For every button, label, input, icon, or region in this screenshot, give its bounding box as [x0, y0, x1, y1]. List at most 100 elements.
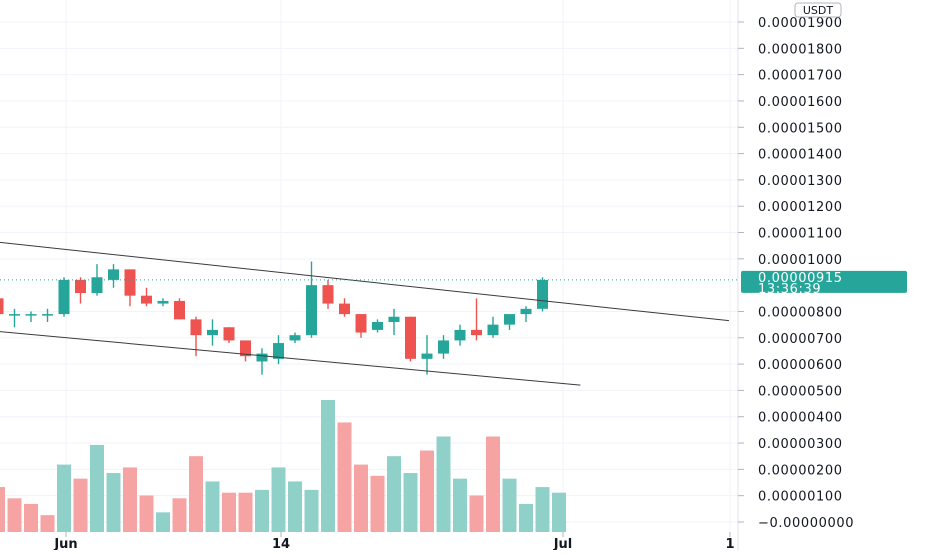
volume-bar	[403, 473, 418, 532]
candle-body	[9, 314, 20, 316]
candle-body	[520, 308, 532, 315]
time-tick-label: 1	[725, 537, 734, 550]
candle-body	[405, 316, 416, 359]
trendlines[interactable]	[0, 240, 730, 386]
price-tick-label: 0.00001100	[758, 227, 843, 242]
volume-bar	[420, 450, 434, 532]
candle	[256, 348, 268, 375]
currency-label: USDT	[803, 4, 834, 17]
candle	[438, 335, 449, 359]
candle-body	[25, 314, 37, 316]
volume-bar	[535, 487, 550, 532]
candle	[207, 319, 218, 346]
price-tick-label: 0.00000100	[758, 490, 843, 505]
volume-bar	[387, 456, 401, 532]
candle-body	[240, 340, 251, 357]
price-tick-label: 0.00001500	[758, 121, 843, 136]
candle	[0, 298, 4, 315]
price-axis[interactable]: 0.00001900 0.00001800 0.00001700 0.00001600…	[737, 0, 932, 550]
candle	[289, 332, 301, 344]
candle-body	[504, 314, 515, 325]
price-tick-label: 0.00001600	[758, 95, 843, 110]
price-tick-label: 0.00000800	[758, 305, 843, 320]
time-tick-label: Jun	[53, 537, 77, 550]
candle-body	[157, 300, 169, 304]
candle-body	[372, 322, 383, 330]
candle-body	[91, 277, 103, 294]
volume-bar	[370, 475, 385, 532]
price-axis-labels: 0.00001900 0.00001800 0.00001700 0.00001600…	[738, 16, 853, 531]
candle-body	[75, 279, 86, 294]
time-tick-label: 14	[272, 537, 290, 550]
volume-bar	[205, 481, 220, 532]
candle	[487, 316, 499, 338]
price-tick-label: 0.00001400	[758, 148, 843, 163]
candle-body	[256, 353, 268, 362]
volume-bar	[321, 400, 335, 532]
price-tick-label: 0.00000300	[758, 437, 843, 452]
candle	[372, 319, 383, 333]
candle	[273, 335, 284, 365]
volume-bar	[288, 481, 302, 532]
price-tick-label: 0.00000200	[758, 463, 843, 478]
candle-body	[421, 353, 433, 359]
time-axis[interactable]: Jun 14 Jul 1	[53, 532, 735, 552]
candle	[240, 340, 251, 362]
volume-bar	[40, 515, 55, 532]
volume-bar	[90, 444, 104, 532]
candle	[388, 308, 400, 336]
candle-body	[58, 279, 70, 315]
volume-bar	[73, 478, 88, 532]
candle	[108, 264, 119, 288]
trendline-channel-lower[interactable]	[0, 330, 581, 386]
price-tick-label: 0.00000600	[758, 358, 843, 373]
candle-body	[306, 285, 317, 336]
current-price-countdown: 13:36:39	[758, 282, 821, 297]
trendline-channel-upper[interactable]	[0, 240, 730, 322]
candle	[174, 298, 185, 320]
candle	[405, 316, 416, 362]
candle-body	[487, 324, 499, 336]
candle-body	[124, 269, 136, 296]
candle	[504, 314, 515, 330]
candle-body	[273, 343, 284, 359]
candle-body	[141, 295, 152, 304]
candles	[0, 261, 548, 375]
candle-body	[289, 335, 301, 341]
price-tick-label: 0.00000400	[758, 411, 843, 426]
volume-bar	[172, 498, 187, 532]
candle	[58, 277, 70, 317]
candle-body	[0, 298, 4, 315]
volume-bar	[436, 436, 451, 532]
price-tick-label: 0.00001900	[758, 16, 843, 31]
current-price-tag-background	[741, 270, 907, 293]
volume-bar	[519, 503, 533, 532]
candle	[322, 279, 334, 309]
candle	[42, 308, 53, 322]
volume-bar	[469, 495, 484, 532]
candle-body	[537, 279, 548, 309]
volume-bar	[57, 464, 71, 532]
candle-body	[454, 329, 466, 341]
price-tick-label: 0.00001800	[758, 42, 843, 57]
volume-bar	[337, 422, 352, 532]
volume-bar	[271, 467, 286, 532]
volume-bar	[139, 495, 154, 532]
time-tick-label: Jul	[553, 537, 573, 550]
volume-bars	[0, 400, 566, 532]
candle	[75, 277, 86, 304]
volume-bar	[156, 512, 170, 532]
candle	[9, 308, 20, 328]
candle	[421, 335, 433, 375]
candle-body	[339, 303, 350, 315]
candle	[306, 261, 317, 338]
currency-badge[interactable]	[794, 2, 842, 18]
price-tick-label: 0.00000700	[758, 332, 843, 347]
candle-body	[190, 319, 202, 336]
volume-bar	[304, 489, 319, 532]
grid	[0, 0, 738, 532]
candle-body	[322, 285, 334, 304]
candle	[520, 306, 532, 322]
